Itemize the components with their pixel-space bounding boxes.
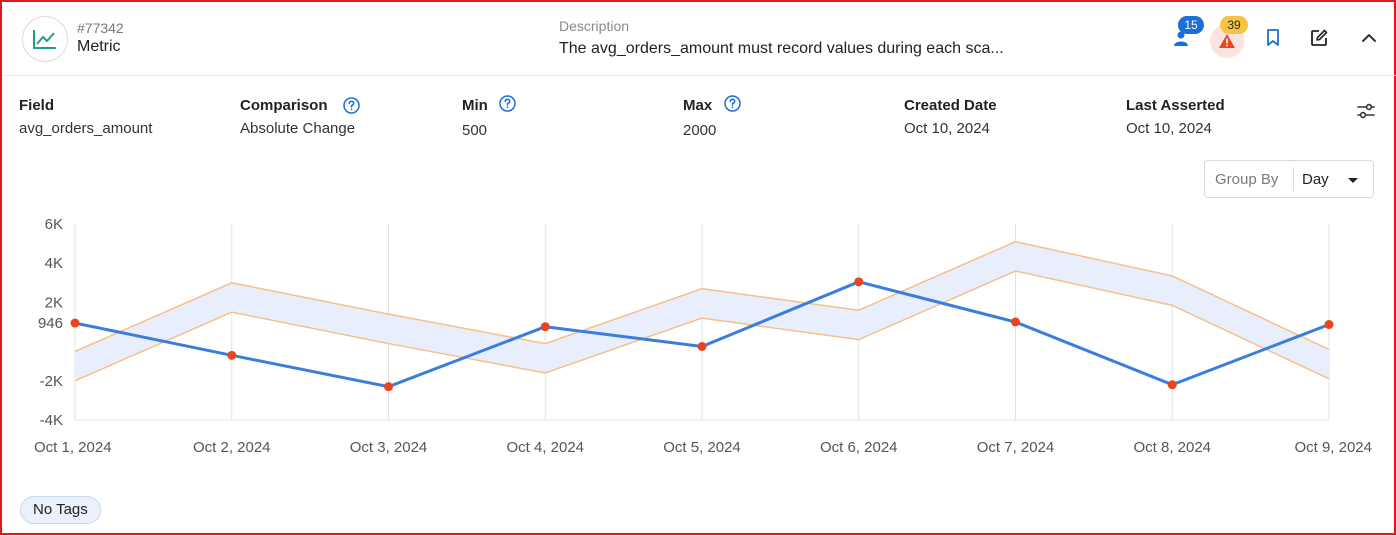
- x-tick-label: Oct 6, 2024: [820, 439, 898, 456]
- x-tick-label: Oct 3, 2024: [350, 439, 428, 456]
- data-point[interactable]: [697, 342, 707, 351]
- metric-line-chart: 6K 4K 2K 946 -2K -4K Oct 1, 2024 Oct 2, 2024 Oc…: [34, 216, 1372, 456]
- group-by-divider: [1293, 167, 1294, 191]
- x-tick-label: Oct 4, 2024: [506, 439, 584, 456]
- created-date-value: Oct 10, 2024: [904, 120, 990, 137]
- x-tick-label: Oct 5, 2024: [663, 439, 741, 456]
- data-point[interactable]: [854, 277, 864, 287]
- band-lower-line: [74, 270, 1330, 382]
- bookmark-button[interactable]: [1261, 26, 1285, 50]
- metric-type: Metric: [77, 38, 121, 55]
- y-tick-label: 2K: [45, 294, 63, 311]
- field-label: Field: [19, 97, 55, 114]
- data-point[interactable]: [1011, 317, 1020, 327]
- comparison-help-icon[interactable]: [343, 97, 360, 114]
- description-text: The avg_orders_amount must record values…: [559, 40, 1004, 57]
- last-asserted-value: Oct 10, 2024: [1126, 120, 1212, 137]
- x-tick-label: Oct 7, 2024: [977, 439, 1055, 456]
- y-tick-label: 4K: [45, 255, 63, 272]
- group-by-label: Group By: [1215, 171, 1279, 188]
- line-chart-icon: [22, 16, 68, 62]
- users-count-badge: 15: [1178, 16, 1204, 34]
- collapse-button[interactable]: [1357, 26, 1381, 50]
- comparison-label: Comparison: [240, 97, 328, 114]
- min-help-icon[interactable]: [499, 95, 516, 112]
- min-label: Min: [462, 97, 488, 114]
- data-point[interactable]: [1167, 380, 1177, 390]
- created-date-label: Created Date: [904, 97, 997, 114]
- x-tick-label: Oct 2, 2024: [193, 439, 271, 456]
- y-tick-label: 946: [38, 315, 63, 332]
- y-tick-label: 6K: [45, 216, 63, 233]
- caret-down-icon: [1348, 178, 1358, 183]
- min-value: 500: [462, 122, 488, 139]
- x-tick-label: Oct 8, 2024: [1133, 439, 1211, 456]
- card-header: #77342 Metric Description The avg_orders…: [4, 4, 1396, 76]
- max-label: Max: [683, 97, 713, 114]
- group-by-value: Day: [1302, 171, 1329, 188]
- data-point[interactable]: [384, 382, 393, 392]
- sliders-icon: [1357, 103, 1375, 119]
- chevron-up-icon: [1362, 34, 1376, 42]
- threshold-band: [75, 241, 1329, 381]
- alerts-count-badge: 39: [1220, 16, 1248, 34]
- warning-icon: [1219, 34, 1235, 48]
- metric-id: #77342: [77, 20, 124, 36]
- max-help-icon[interactable]: [724, 95, 741, 112]
- max-value: 2000: [683, 122, 717, 139]
- bookmark-icon: [1267, 29, 1279, 46]
- data-point[interactable]: [70, 318, 80, 328]
- no-tags-chip[interactable]: No Tags: [20, 496, 101, 524]
- last-asserted-label: Last Asserted: [1126, 97, 1225, 114]
- edit-button[interactable]: [1307, 26, 1331, 50]
- x-tick-label: Oct 1, 2024: [34, 439, 112, 456]
- y-tick-label: -4K: [40, 412, 63, 429]
- data-point[interactable]: [1324, 320, 1334, 330]
- y-tick-label: -2K: [40, 373, 63, 390]
- x-tick-label: Oct 9, 2024: [1294, 439, 1372, 456]
- comparison-value: Absolute Change: [240, 120, 356, 137]
- description-label: Description: [559, 18, 630, 34]
- edit-icon: [1311, 29, 1328, 46]
- data-point[interactable]: [227, 350, 237, 360]
- group-by-select[interactable]: Group By Day: [1204, 160, 1374, 198]
- field-value: avg_orders_amount: [19, 120, 153, 137]
- band-upper-line: [74, 240, 1330, 353]
- settings-button[interactable]: [1355, 100, 1377, 122]
- data-point[interactable]: [540, 322, 550, 332]
